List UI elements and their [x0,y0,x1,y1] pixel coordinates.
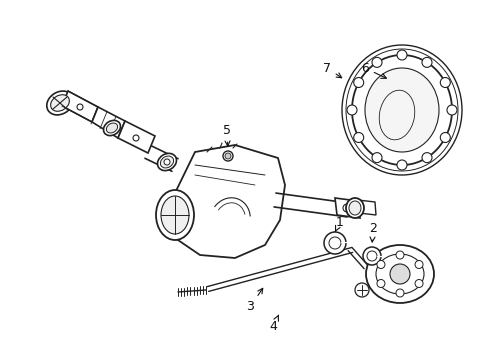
Ellipse shape [160,156,173,168]
Circle shape [324,232,346,254]
Circle shape [396,50,406,60]
Circle shape [346,105,356,115]
Polygon shape [118,121,155,153]
Circle shape [223,151,232,161]
Circle shape [396,160,406,170]
Circle shape [446,105,456,115]
Polygon shape [357,200,375,215]
Circle shape [439,132,449,143]
Circle shape [376,279,384,288]
Circle shape [421,153,431,163]
Circle shape [414,279,422,288]
Polygon shape [334,198,359,218]
Polygon shape [92,107,125,138]
Polygon shape [62,91,98,122]
Circle shape [371,57,381,67]
Circle shape [77,104,83,110]
Polygon shape [347,247,367,269]
Circle shape [376,261,384,269]
Ellipse shape [348,201,360,215]
Circle shape [395,289,403,297]
Circle shape [414,261,422,269]
Polygon shape [273,193,348,217]
Circle shape [163,159,170,165]
Text: 3: 3 [245,288,262,314]
Circle shape [354,283,368,297]
Circle shape [362,247,380,265]
Ellipse shape [47,91,73,115]
Ellipse shape [106,123,118,133]
Circle shape [395,251,403,259]
Ellipse shape [375,254,423,294]
Polygon shape [175,145,285,258]
Circle shape [328,237,340,249]
Polygon shape [144,146,178,171]
Text: 4: 4 [268,315,278,333]
Circle shape [389,264,409,284]
Ellipse shape [103,120,120,136]
Polygon shape [207,248,352,291]
Ellipse shape [157,153,176,171]
Text: 6: 6 [360,62,386,78]
Circle shape [133,135,139,141]
Ellipse shape [51,95,69,111]
Text: 1: 1 [335,216,343,231]
Circle shape [371,153,381,163]
Circle shape [353,132,363,143]
Circle shape [342,204,350,212]
Text: 5: 5 [223,123,230,146]
Circle shape [421,57,431,67]
Ellipse shape [346,198,363,218]
Ellipse shape [351,55,451,165]
Circle shape [224,153,230,159]
Ellipse shape [365,245,433,303]
Text: 2: 2 [368,221,376,242]
Circle shape [439,77,449,87]
Text: 7: 7 [323,62,341,78]
Circle shape [366,251,376,261]
Ellipse shape [364,68,438,152]
Ellipse shape [161,196,189,234]
Circle shape [353,77,363,87]
Ellipse shape [156,190,194,240]
